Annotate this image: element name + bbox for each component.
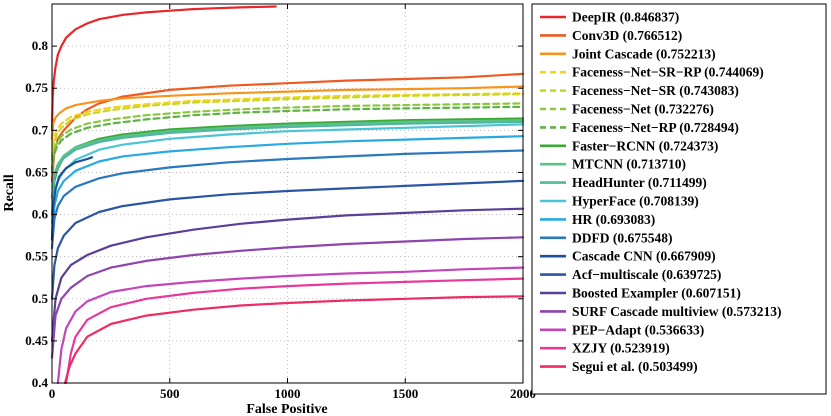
y-tick-label: 0.65	[25, 164, 48, 179]
y-tick-label: 0.4	[32, 375, 49, 390]
legend-label: MTCNN (0.713710)	[572, 157, 686, 172]
legend-label: DDFD (0.675548)	[572, 230, 673, 245]
x-axis-title: False Positive	[246, 402, 327, 416]
legend-label: HeadHunter (0.711499)	[572, 175, 707, 190]
series-lines	[50, 5, 525, 385]
series-line-4	[50, 92, 525, 161]
legend-label: HR (0.693083)	[572, 212, 655, 227]
y-tick-label: 0.6	[32, 207, 49, 222]
y-tick-label: 0.45	[25, 333, 48, 348]
x-tick-label: 1500	[392, 386, 418, 401]
series-line-5	[50, 102, 525, 170]
series-line-16	[50, 236, 525, 359]
legend-label: DeepIR (0.846837)	[572, 10, 679, 25]
legend-label: XZJY (0.523919)	[572, 341, 670, 356]
legend-label: Conv3D (0.766512)	[572, 28, 682, 43]
legend-label: Cascade CNN (0.667909)	[572, 249, 716, 264]
series-line-0	[50, 5, 277, 132]
series-line-13	[50, 156, 94, 241]
series-line-19	[63, 295, 525, 385]
series-line-15	[50, 207, 525, 342]
legend-label: Segui et al. (0.503499)	[572, 359, 698, 374]
legend-label: Faceness−Net−SR (0.743083)	[572, 83, 739, 98]
legend-label: Acf−multiscale (0.639725)	[572, 267, 721, 282]
legend-label: HyperFace (0.708139)	[572, 194, 699, 209]
x-tick-label: 2000	[510, 386, 536, 401]
x-tick-label: 1000	[275, 386, 301, 401]
legend: DeepIR (0.846837) Conv3D (0.766512) Joint …	[531, 3, 827, 395]
y-tick-label: 0.5	[32, 291, 49, 306]
series-line-12	[50, 149, 525, 250]
grid	[52, 4, 523, 383]
series-line-17	[56, 266, 525, 385]
legend-label: SURF Cascade multiview (0.573213)	[572, 304, 781, 319]
y-tick-label: 0.8	[32, 38, 49, 53]
series-line-2	[50, 85, 525, 140]
series-line-18	[64, 277, 525, 385]
y-tick-label: 0.55	[25, 249, 48, 264]
series-line-6	[50, 105, 525, 174]
x-tick-label: 500	[160, 386, 180, 401]
series-line-11	[50, 135, 525, 241]
legend-label: Boosted Exampler (0.607151)	[572, 286, 741, 301]
legend-box	[531, 3, 827, 395]
legend-label: Faceness−Net−SR−RP (0.744069)	[572, 65, 764, 80]
series-line-14	[50, 179, 525, 300]
legend-label: Faceness−Net (0.732276)	[572, 102, 714, 117]
series-line-8	[50, 119, 525, 199]
legend-label: Faceness−Net−RP (0.728494)	[572, 120, 739, 135]
axis-ticks: 0 500 1000 1500 2000 0.4 0.45 0.5 0.55 0.6 0.65 0.7…	[25, 4, 536, 401]
y-tick-label: 0.7	[32, 122, 49, 137]
y-tick-label: 0.75	[25, 80, 48, 95]
series-line-9	[50, 120, 525, 199]
y-axis-title: Recall	[2, 174, 17, 211]
legend-label: PEP−Adapt (0.536633)	[572, 322, 704, 337]
legend-label: Faster−RCNN (0.724373)	[572, 138, 718, 153]
series-line-1	[50, 72, 525, 182]
legend-label: Joint Cascade (0.752213)	[572, 46, 716, 61]
x-tick-label: 0	[49, 386, 56, 401]
